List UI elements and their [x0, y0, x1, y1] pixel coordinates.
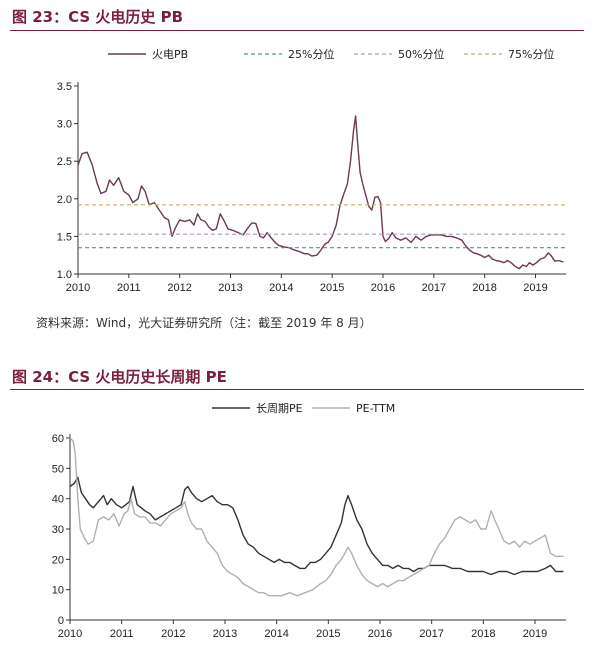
- x-tick-label: 2015: [316, 628, 340, 640]
- series-line: [77, 115, 564, 270]
- pe-chart: 长周期PE PE-TTM 0 10 20 30 40 50 60 2010 2011 2012 2013…: [52, 402, 566, 640]
- title-rule: [10, 30, 584, 31]
- y-tick-label: 1.0: [57, 269, 72, 281]
- series-line: [69, 437, 564, 597]
- y-tick-label: 3.5: [57, 81, 72, 93]
- x-tick-label: 2019: [523, 628, 547, 640]
- y-tick-label: 60: [52, 433, 64, 445]
- y-tick-label: 2.0: [57, 194, 72, 206]
- pb-chart: 火电PB 25%分位 50%分位 75%分位 1.0 1.5 2.0 2.5 3.0 3.5 201…: [57, 47, 566, 294]
- legend-item: 火电PB: [108, 48, 188, 61]
- figure-title: 图 23：CS 火电历史 PB: [12, 8, 184, 26]
- y-tick-label: 1.5: [57, 231, 72, 243]
- y-tick-label: 20: [52, 554, 64, 566]
- y-tick-label: 0: [58, 615, 64, 627]
- legend-item: 长周期PE: [212, 402, 303, 415]
- x-tick-label: 2012: [161, 628, 185, 640]
- y-tick-label: 2.5: [57, 156, 72, 168]
- x-tick-label: 2018: [472, 282, 496, 294]
- legend-label: PE-TTM: [356, 402, 395, 415]
- source-note: 资料来源：Wind，光大证券研究所（注：截至 2019 年 8 月）: [36, 316, 372, 330]
- y-tick-label: 50: [52, 463, 64, 475]
- legend-item: 75%分位: [464, 47, 554, 61]
- y-tick-label: 40: [52, 494, 64, 506]
- x-tick-label: 2011: [117, 282, 141, 294]
- x-tick-label: 2012: [167, 282, 191, 294]
- x-tick-label: 2011: [110, 628, 134, 640]
- x-tick-label: 2017: [419, 628, 443, 640]
- x-tick-label: 2018: [471, 628, 495, 640]
- legend-label: 火电PB: [152, 48, 188, 61]
- legend-label: 长周期PE: [256, 402, 303, 415]
- legend-label: 50%分位: [398, 47, 444, 61]
- legend-item: PE-TTM: [312, 402, 395, 415]
- x-tick-label: 2013: [213, 628, 237, 640]
- x-tick-label: 2015: [320, 282, 344, 294]
- title-rule: [10, 389, 584, 390]
- x-tick-label: 2013: [218, 282, 242, 294]
- legend-label: 75%分位: [508, 47, 554, 61]
- x-tick-label: 2010: [58, 628, 82, 640]
- x-tick-label: 2014: [269, 282, 293, 294]
- y-tick-label: 30: [52, 524, 64, 536]
- x-tick-label: 2016: [368, 628, 392, 640]
- y-tick-label: 10: [52, 585, 64, 597]
- y-tick-label: 3.0: [57, 119, 72, 131]
- x-tick-label: 2017: [422, 282, 446, 294]
- legend-item: 25%分位: [244, 47, 334, 61]
- legend-item: 50%分位: [354, 47, 444, 61]
- x-tick-label: 2014: [264, 628, 288, 640]
- x-tick-label: 2019: [523, 282, 547, 294]
- legend-label: 25%分位: [288, 47, 334, 61]
- figure-title: 图 24：CS 火电历史长周期 PE: [12, 368, 227, 386]
- x-tick-label: 2010: [66, 282, 90, 294]
- series-line: [69, 476, 564, 576]
- x-tick-label: 2016: [371, 282, 395, 294]
